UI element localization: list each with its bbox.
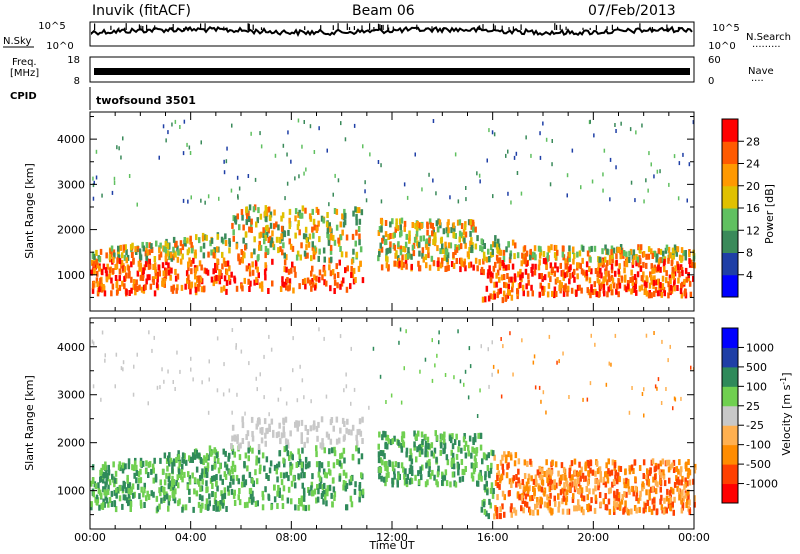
station-title: Inuvik (fitACF) bbox=[92, 3, 191, 19]
nsky-label: N.Sky bbox=[3, 36, 31, 47]
power-cbar-tick-0: 28 bbox=[746, 135, 760, 148]
x-tick-label-2: 08:00 bbox=[275, 531, 307, 544]
power-y-axis: 1000 2000 3000 4000 bbox=[57, 116, 694, 298]
freq-label-line1: Freq. bbox=[12, 57, 37, 68]
nave-tick-top: 60 bbox=[708, 55, 721, 66]
power-cbar-tick-3: 16 bbox=[746, 202, 760, 215]
nave-label: Nave bbox=[748, 66, 774, 77]
freq-tick-top: 18 bbox=[67, 55, 80, 66]
power-cbar-tick-6: 4 bbox=[746, 269, 753, 282]
power-yaxis-tick-label-3: 4000 bbox=[57, 133, 85, 146]
noise-tick-bottom-right: 10^0 bbox=[708, 41, 735, 52]
power-yaxis-tick-label-0: 1000 bbox=[57, 269, 85, 282]
velocity-y-axis: 1000 2000 3000 4000 bbox=[57, 322, 694, 516]
date-title: 07/Feb/2013 bbox=[588, 3, 676, 19]
power-cbar-tick-5: 8 bbox=[746, 247, 753, 260]
velocity-colorbar-label-main: Velocity [m s bbox=[780, 384, 793, 455]
power-cbar-tick-2: 20 bbox=[746, 180, 760, 193]
velocity-colorbar-label-sup: -1 bbox=[779, 377, 788, 385]
beam-title: Beam 06 bbox=[352, 3, 415, 19]
x-tick-label-1: 04:00 bbox=[175, 531, 207, 544]
velocity-colorbar: 1000 500 100 25 -25 -100 -500 -1000 bbox=[721, 327, 778, 504]
power-yaxis-tick-label-1: 2000 bbox=[57, 224, 85, 237]
velocity-colorbar-label-end: ] bbox=[780, 372, 793, 376]
power-ylabel: Slant Range [km] bbox=[23, 163, 36, 259]
time-x-axis: 00:00 04:00 08:00 12:00 16:00 20:00 00:00 bbox=[74, 112, 710, 544]
vel-yaxis-tick-label-1: 2000 bbox=[57, 437, 85, 450]
power-colorbar: 28 24 20 16 12 8 4 bbox=[721, 118, 760, 298]
nave-legend-dots: ···· bbox=[751, 76, 764, 87]
x-tick-label-6: 00:00 bbox=[678, 531, 710, 544]
xlabel: Time UT bbox=[368, 539, 414, 552]
noise-tick-bottom-left: 10^0 bbox=[46, 41, 73, 52]
freq-label-line2: [MHz] bbox=[10, 68, 39, 79]
vel-yaxis-tick-label-2: 3000 bbox=[57, 389, 85, 402]
x-tick-label-4: 16:00 bbox=[477, 531, 509, 544]
velocity-ylabel: Slant Range [km] bbox=[23, 375, 36, 471]
vel-cbar-tick-3: 25 bbox=[746, 400, 760, 413]
vel-cbar-tick-5: -100 bbox=[746, 439, 771, 452]
noise-tick-top-left: 10^5 bbox=[38, 21, 65, 32]
x-tick-label-0: 00:00 bbox=[74, 531, 106, 544]
cpid-panel: CPID twofsound 3501 bbox=[10, 87, 196, 110]
power-cbar-tick-1: 24 bbox=[746, 158, 760, 171]
freq-tick-bottom: 8 bbox=[74, 76, 80, 87]
nsearch-label: N.Search bbox=[746, 32, 791, 43]
cpid-label: CPID bbox=[10, 91, 37, 102]
noise-trace bbox=[91, 23, 693, 37]
x-tick-label-5: 20:00 bbox=[577, 531, 609, 544]
x-tick-label-3: 12:00 bbox=[376, 531, 408, 544]
vel-cbar-tick-6: -500 bbox=[746, 458, 771, 471]
velocity-scatter bbox=[90, 327, 697, 520]
nave-tick-bottom: 0 bbox=[708, 76, 714, 87]
velocity-colorbar-label: Velocity [m s-1] bbox=[779, 372, 793, 455]
power-colorbar-label: Power [dB] bbox=[763, 184, 776, 244]
noise-panel: 10^5 10^0 10^5 10^0 N.Sky N.Search ·····… bbox=[3, 21, 791, 53]
power-panel: 1000 2000 3000 4000 Slant Range [km] bbox=[23, 111, 696, 312]
vel-cbar-tick-7: -1000 bbox=[746, 478, 778, 491]
noise-tick-top-right: 10^5 bbox=[712, 23, 739, 34]
vel-cbar-tick-0: 1000 bbox=[746, 341, 774, 354]
frequency-trace bbox=[94, 68, 690, 75]
cpid-value: twofsound 3501 bbox=[96, 94, 196, 107]
vel-yaxis-tick-label-0: 1000 bbox=[57, 485, 85, 498]
power-yaxis-tick-label-2: 3000 bbox=[57, 178, 85, 191]
nsearch-legend-dots: ········· bbox=[752, 42, 781, 53]
freq-nave-panel: Freq. [MHz] 18 8 60 0 Nave ···· bbox=[10, 55, 774, 87]
power-cbar-tick-4: 12 bbox=[746, 224, 760, 237]
vel-cbar-tick-1: 500 bbox=[746, 361, 767, 374]
vel-cbar-tick-4: -25 bbox=[746, 419, 764, 432]
power-scatter bbox=[90, 118, 696, 304]
vel-cbar-tick-2: 100 bbox=[746, 380, 767, 393]
vel-yaxis-tick-label-3: 4000 bbox=[57, 341, 85, 354]
